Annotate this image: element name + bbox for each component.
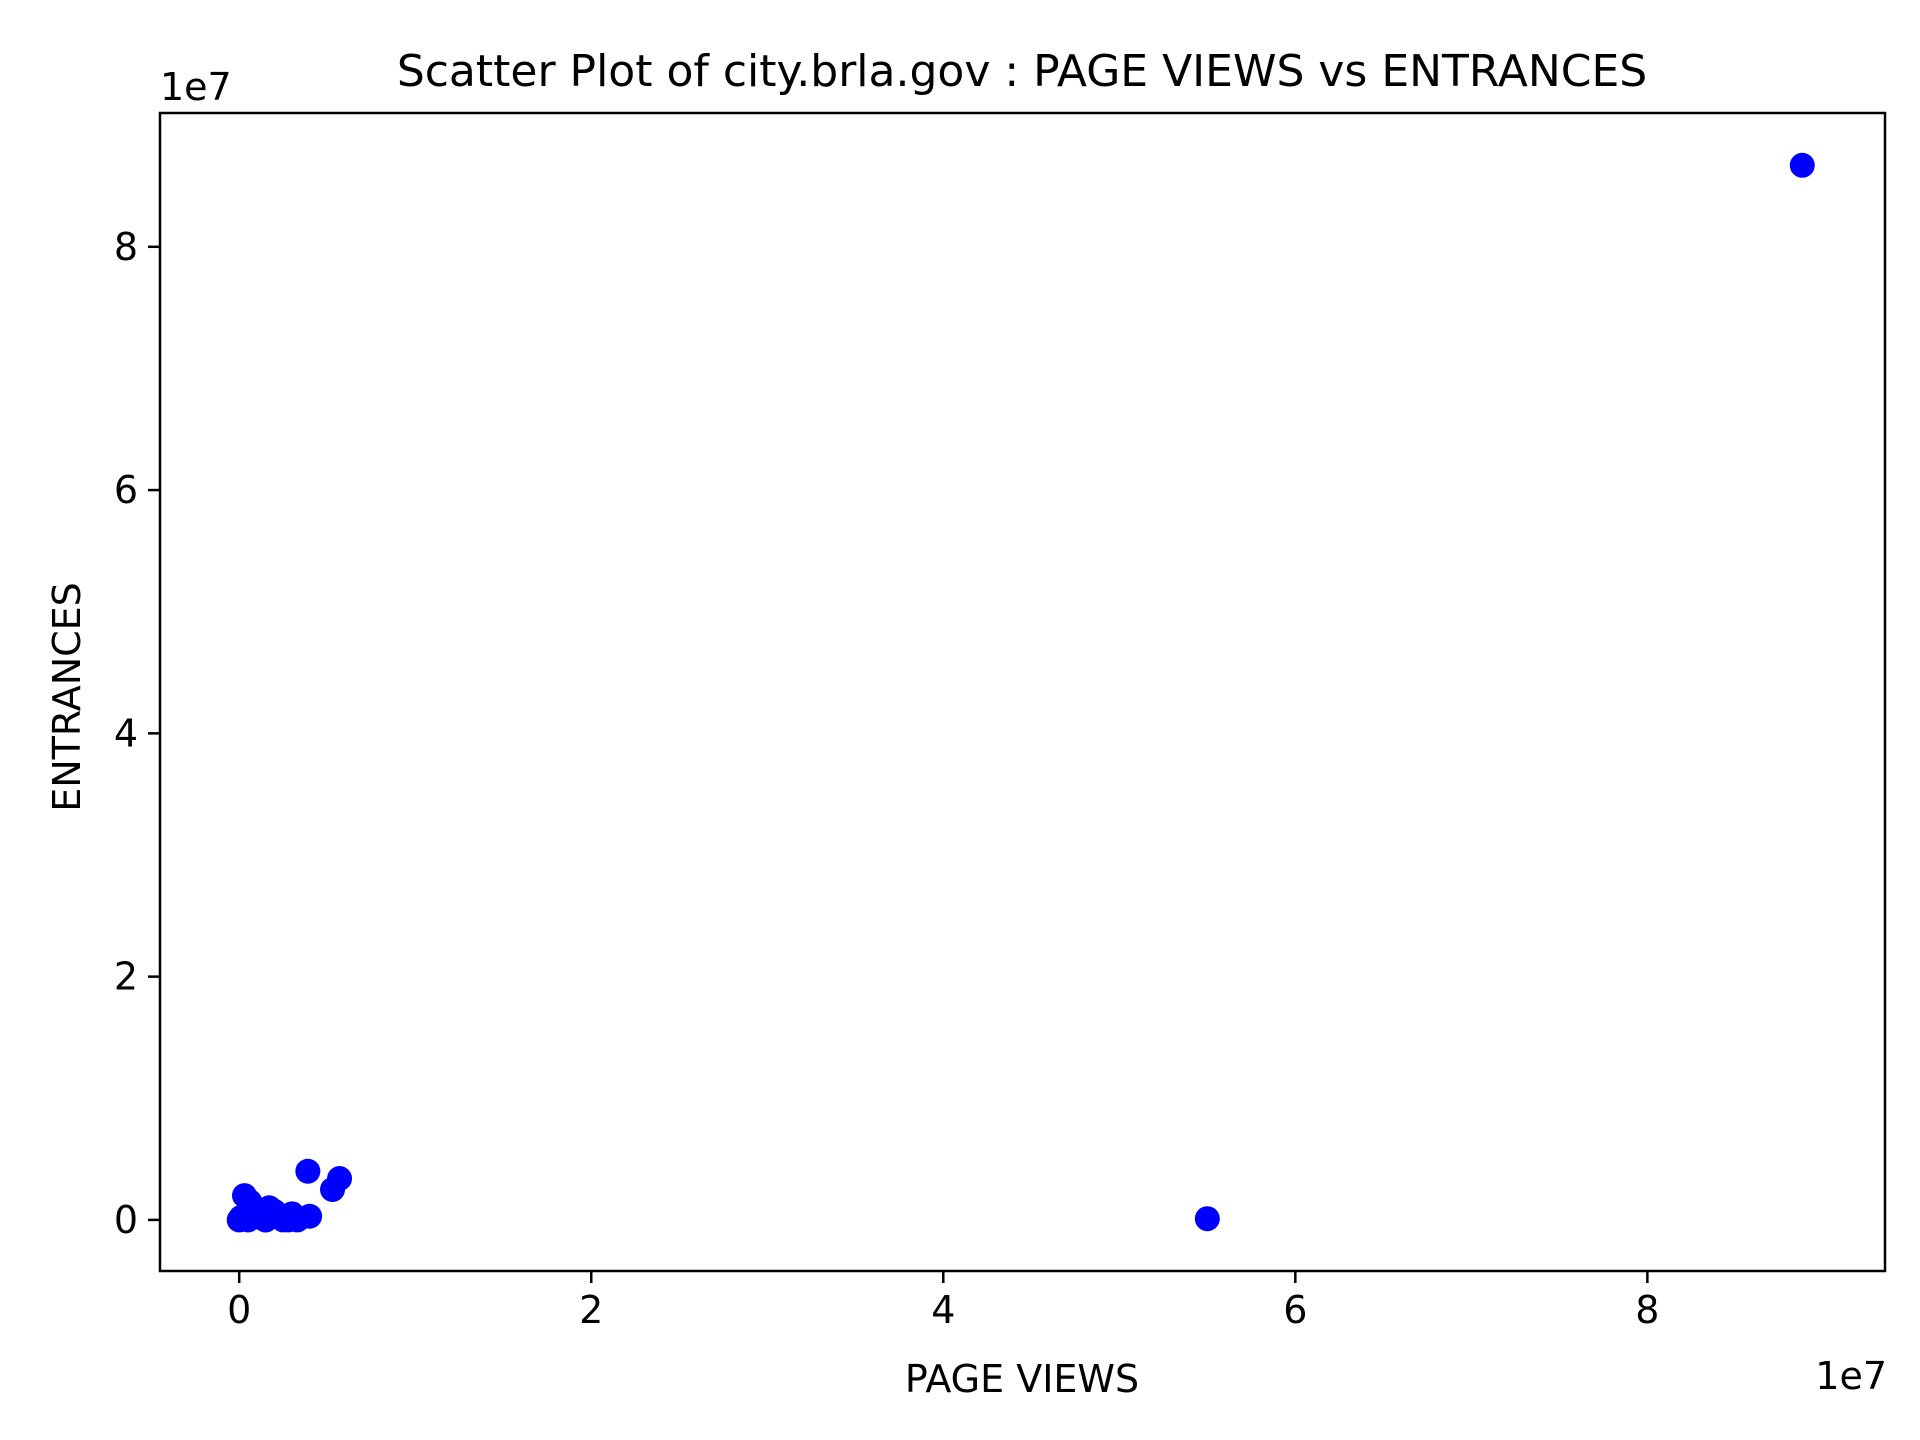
y-offset-label: 1e7 (160, 65, 232, 109)
scatter-point (1789, 152, 1815, 178)
y-axis-ticks: 0 2 4 6 8 (114, 225, 160, 1242)
x-axis-ticks: 0 2 4 6 8 (227, 1271, 1659, 1332)
x-tick-label: 0 (227, 1288, 251, 1332)
plot-frame (158, 111, 1887, 1273)
x-tick-label: 8 (1635, 1288, 1659, 1332)
x-offset-label: 1e7 (1815, 1354, 1887, 1398)
x-axis-label: PAGE VIEWS (905, 1357, 1139, 1401)
scatter-point (295, 1158, 321, 1184)
scatter-points (226, 152, 1815, 1233)
y-tick-label: 6 (114, 468, 138, 512)
x-tick-label: 6 (1283, 1288, 1307, 1332)
scatter-point (284, 1207, 310, 1233)
scatter-point (1194, 1206, 1220, 1232)
y-tick-label: 8 (114, 225, 138, 269)
x-tick-label: 2 (579, 1288, 603, 1332)
y-axis-label: ENTRANCES (45, 582, 89, 812)
scatter-point (327, 1166, 353, 1192)
y-tick-label: 4 (114, 711, 138, 755)
chart-title: Scatter Plot of city.brla.gov : PAGE VIE… (397, 46, 1647, 97)
y-tick-label: 0 (114, 1198, 138, 1242)
y-tick-label: 2 (114, 955, 138, 999)
x-tick-label: 4 (931, 1288, 955, 1332)
